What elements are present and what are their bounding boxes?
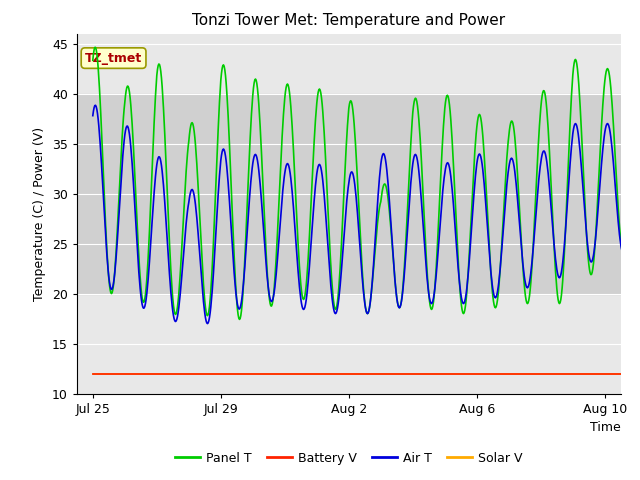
Y-axis label: Temperature (C) / Power (V): Temperature (C) / Power (V) <box>33 127 46 300</box>
Title: Tonzi Tower Met: Temperature and Power: Tonzi Tower Met: Temperature and Power <box>192 13 506 28</box>
Bar <box>77 94 621 294</box>
Legend: Panel T, Battery V, Air T, Solar V: Panel T, Battery V, Air T, Solar V <box>170 447 528 469</box>
Text: TZ_tmet: TZ_tmet <box>85 51 142 65</box>
X-axis label: Time: Time <box>590 421 621 434</box>
